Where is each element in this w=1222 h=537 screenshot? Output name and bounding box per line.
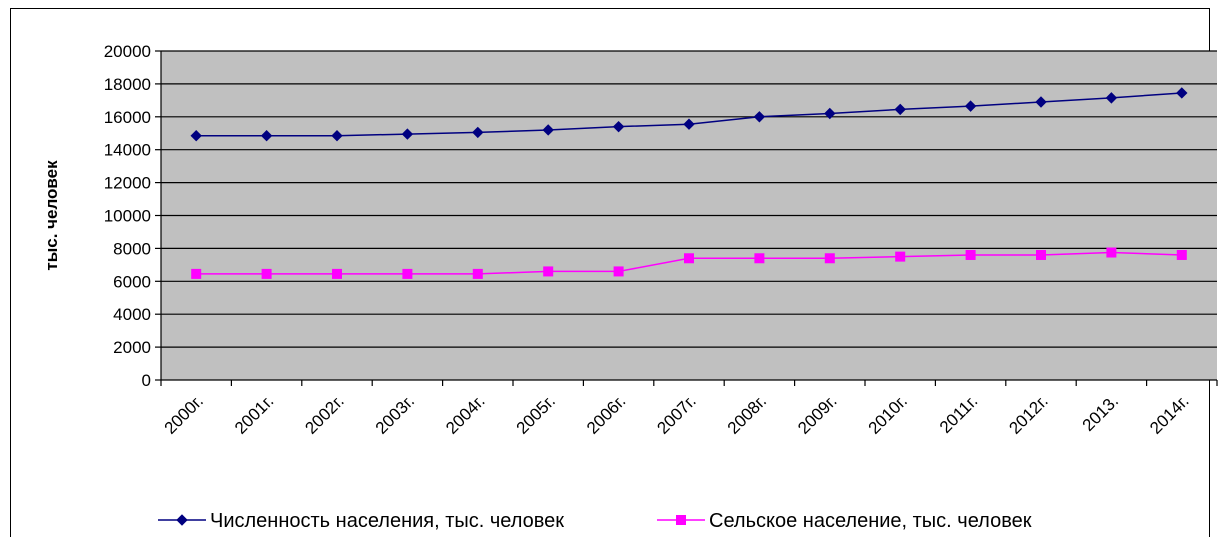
- data-point-0-13: [1105, 92, 1118, 104]
- x-tick-label-11: 2011г.: [936, 391, 982, 437]
- y-tick-label-2: 4000: [113, 305, 151, 324]
- y-tick-label-4: 8000: [113, 239, 151, 258]
- data-point-0-1: [260, 130, 273, 142]
- data-point-0-14: [1176, 87, 1188, 99]
- x-tick-label-10: 2010г.: [865, 391, 911, 437]
- y-tick-label-0: 0: [142, 371, 151, 390]
- data-point-1-1: [261, 268, 272, 279]
- x-tick-label-3: 2003г.: [372, 391, 418, 437]
- y-tick-label-7: 14000: [104, 141, 151, 160]
- x-tick-label-9: 2009г.: [794, 391, 840, 437]
- legend-label-0: Численность населения, тыс. человек: [210, 510, 564, 532]
- data-point-0-2: [331, 130, 343, 142]
- data-point-1-10: [895, 251, 906, 262]
- data-point-1-5: [543, 266, 554, 277]
- x-tick-label-13: 2013.: [1079, 391, 1123, 435]
- data-point-1-12: [1036, 249, 1046, 260]
- data-point-0-8: [753, 111, 766, 123]
- x-tick-label-5: 2005г.: [513, 391, 559, 437]
- data-point-0-7: [683, 118, 695, 130]
- series-layer: [190, 87, 1188, 279]
- legend: Численность населения, тыс. человек Сельс…: [158, 510, 1032, 532]
- x-tick-label-8: 2008г.: [724, 391, 770, 437]
- y-tick-label-9: 18000: [104, 75, 151, 94]
- data-point-1-14: [1176, 249, 1187, 260]
- axes: [155, 50, 1218, 386]
- x-tick-label-1: 2001г.: [231, 391, 277, 437]
- y-tick-label-6: 12000: [104, 174, 151, 193]
- gridlines: [161, 50, 1217, 348]
- y-tick-label-1: 2000: [113, 338, 151, 357]
- x-tick-label-0: 2000г.: [161, 391, 207, 437]
- data-point-0-9: [824, 107, 836, 120]
- data-point-0-11: [964, 100, 977, 112]
- data-point-0-10: [894, 103, 906, 116]
- x-tick-label-12: 2012г.: [1005, 391, 1051, 437]
- y-tick-labels: 0 2000 4000 6000 8000 10000 12000 14000 16000 180…: [104, 42, 151, 390]
- x-tick-label-6: 2006г.: [583, 391, 629, 437]
- x-tick-label-7: 2007г.: [653, 391, 699, 437]
- x-tick-labels: 2000г. 2001г. 2002г. 2003г. 2004г. 2005г. 2006…: [161, 391, 1193, 437]
- y-tick-label-5: 10000: [104, 207, 151, 226]
- data-point-0-4: [472, 126, 484, 139]
- x-tick-label-2: 2002г.: [301, 391, 347, 437]
- data-point-1-6: [613, 266, 624, 277]
- y-tick-label-10: 20000: [104, 42, 151, 61]
- legend-marker-1: [676, 515, 686, 525]
- data-point-1-7: [684, 253, 694, 264]
- data-point-0-12: [1035, 96, 1047, 108]
- data-point-0-3: [401, 128, 414, 140]
- data-point-1-2: [332, 268, 342, 279]
- data-point-1-0: [191, 268, 202, 279]
- x-tick-label-4: 2004г.: [442, 391, 488, 437]
- data-point-0-5: [542, 124, 554, 136]
- series-1: [191, 247, 1187, 279]
- data-point-1-8: [754, 253, 765, 264]
- data-point-0-6: [612, 120, 625, 133]
- y-axis-label: тыс. человек: [42, 160, 61, 271]
- y-tick-label-3: 6000: [113, 272, 151, 291]
- legend-marker-0: [176, 514, 188, 526]
- data-point-1-11: [965, 249, 976, 260]
- data-point-0-0: [190, 130, 202, 142]
- data-point-1-4: [472, 268, 483, 279]
- legend-label-1: Сельское население, тыс. человек: [709, 510, 1032, 532]
- series-0: [190, 87, 1188, 142]
- data-point-1-3: [402, 268, 413, 279]
- data-point-1-13: [1106, 247, 1117, 258]
- y-tick-label-8: 16000: [104, 108, 151, 127]
- x-tick-label-14: 2014г.: [1146, 391, 1192, 437]
- data-point-1-9: [824, 253, 835, 264]
